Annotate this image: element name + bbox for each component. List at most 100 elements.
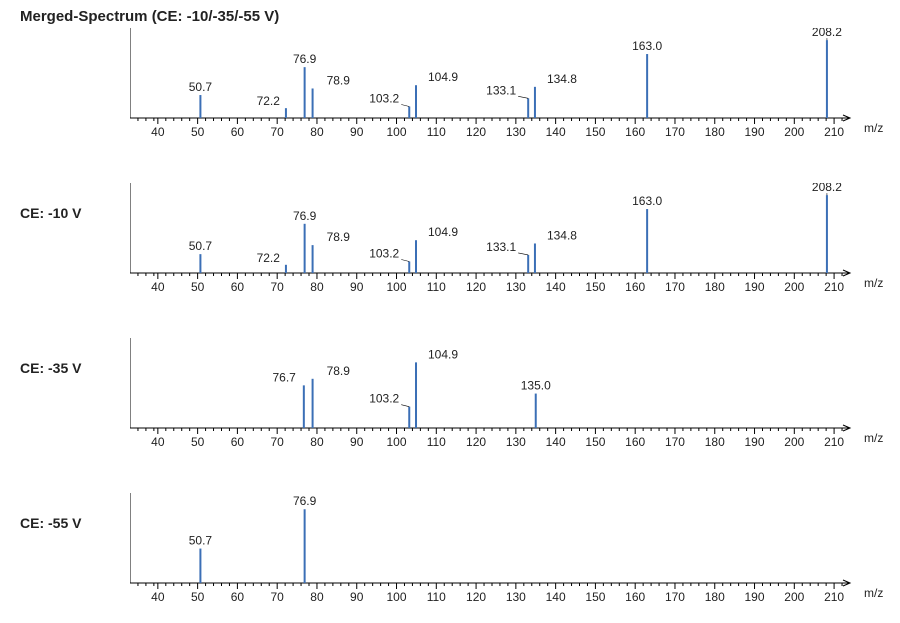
x-tick-label: 190 <box>745 435 765 449</box>
peak-label: 50.7 <box>189 239 213 253</box>
x-tick-label: 120 <box>466 280 486 294</box>
x-tick-label: 40 <box>151 590 165 604</box>
x-tick-label: 200 <box>784 435 804 449</box>
x-tick-label: 140 <box>546 125 566 139</box>
x-axis-label: m/z <box>864 586 883 600</box>
x-tick-label: 180 <box>705 125 725 139</box>
x-axis-label: m/z <box>864 121 883 135</box>
x-tick-label: 150 <box>585 590 605 604</box>
peak-label: 78.9 <box>327 73 351 87</box>
x-tick-label: 70 <box>271 435 285 449</box>
peak-label: 104.9 <box>428 347 458 361</box>
peak-label: 103.2 <box>369 92 399 106</box>
panel-title: Merged-Spectrum (CE: -10/-35/-55 V) <box>20 8 279 25</box>
x-tick-label: 70 <box>271 590 285 604</box>
x-tick-label: 170 <box>665 590 685 604</box>
spectra-page: Merged-Spectrum (CE: -10/-35/-55 V) 40 50 6… <box>0 0 900 623</box>
x-tick-label: 160 <box>625 435 645 449</box>
x-tick-label: 190 <box>745 125 765 139</box>
x-tick-label: 80 <box>310 280 324 294</box>
peak-label: 76.9 <box>293 209 317 223</box>
x-tick-label: 210 <box>824 125 844 139</box>
spectrum-plot: 4050607080901001101201301401501601701801… <box>130 183 890 303</box>
x-tick-label: 80 <box>310 435 324 449</box>
peak-label: 104.9 <box>428 70 458 84</box>
x-tick-label: 110 <box>427 280 446 294</box>
x-tick-label: 80 <box>310 590 324 604</box>
x-tick-label: 100 <box>387 280 407 294</box>
x-tick-label: 180 <box>705 280 725 294</box>
x-tick-label: 150 <box>585 435 605 449</box>
x-tick-label: 40 <box>151 280 165 294</box>
x-tick-label: 50 <box>191 280 205 294</box>
x-tick-label: 170 <box>665 280 685 294</box>
x-tick-label: 110 <box>427 435 446 449</box>
x-tick-label: 50 <box>191 435 205 449</box>
x-tick-label: 130 <box>506 590 526 604</box>
x-tick-label: 130 <box>506 280 526 294</box>
peak-label: 76.9 <box>293 52 317 66</box>
x-tick-label: 90 <box>350 125 364 139</box>
peak-label: 72.2 <box>257 251 281 265</box>
peak-label: 50.7 <box>189 534 213 548</box>
peak-label: 103.2 <box>369 392 399 406</box>
x-tick-label: 150 <box>585 125 605 139</box>
x-tick-label: 60 <box>231 125 245 139</box>
x-tick-label: 120 <box>466 435 486 449</box>
x-tick-label: 130 <box>506 435 526 449</box>
x-tick-label: 160 <box>625 125 645 139</box>
peak-label: 135.0 <box>521 379 551 393</box>
peak-label: 72.2 <box>257 94 281 108</box>
x-tick-label: 130 <box>506 125 526 139</box>
x-tick-label: 110 <box>427 125 446 139</box>
spectrum-plot: 4050607080901001101201301401501601701801… <box>130 28 890 148</box>
peak-label: 163.0 <box>632 194 662 208</box>
x-tick-label: 210 <box>824 590 844 604</box>
x-tick-label: 200 <box>784 590 804 604</box>
x-tick-label: 160 <box>625 590 645 604</box>
x-axis-label: m/z <box>864 276 883 290</box>
x-tick-label: 210 <box>824 435 844 449</box>
x-tick-label: 190 <box>745 590 765 604</box>
peak-label: 76.7 <box>272 370 296 384</box>
x-tick-label: 170 <box>665 435 685 449</box>
peak-label: 133.1 <box>486 240 516 254</box>
x-tick-label: 140 <box>546 280 566 294</box>
panel-title: CE: -35 V <box>20 360 81 376</box>
x-tick-label: 80 <box>310 125 324 139</box>
x-tick-label: 100 <box>387 435 407 449</box>
x-tick-label: 180 <box>705 590 725 604</box>
peak-label: 134.8 <box>547 72 577 86</box>
peak-label: 103.2 <box>369 247 399 261</box>
peak-label: 76.9 <box>293 494 317 508</box>
x-tick-label: 200 <box>784 280 804 294</box>
x-tick-label: 180 <box>705 435 725 449</box>
spectrum-plot: 4050607080901001101201301401501601701801… <box>130 493 890 613</box>
x-tick-label: 90 <box>350 590 364 604</box>
x-tick-label: 110 <box>427 590 446 604</box>
peak-label: 104.9 <box>428 225 458 239</box>
peak-label: 163.0 <box>632 39 662 53</box>
x-tick-label: 50 <box>191 590 205 604</box>
x-tick-label: 60 <box>231 590 245 604</box>
x-tick-label: 40 <box>151 125 165 139</box>
x-tick-label: 70 <box>271 280 285 294</box>
x-tick-label: 170 <box>665 125 685 139</box>
x-tick-label: 60 <box>231 280 245 294</box>
x-tick-label: 100 <box>387 125 407 139</box>
x-tick-label: 120 <box>466 125 486 139</box>
x-tick-label: 190 <box>745 280 765 294</box>
x-tick-label: 200 <box>784 125 804 139</box>
peak-label: 78.9 <box>327 364 351 378</box>
panel-title: CE: -55 V <box>20 515 81 531</box>
peak-label: 133.1 <box>486 83 516 97</box>
peak-label: 208.2 <box>812 28 842 39</box>
x-tick-label: 60 <box>231 435 245 449</box>
x-tick-label: 140 <box>546 435 566 449</box>
peak-label: 134.8 <box>547 228 577 242</box>
x-tick-label: 90 <box>350 435 364 449</box>
x-tick-label: 100 <box>387 590 407 604</box>
x-tick-label: 210 <box>824 280 844 294</box>
x-tick-label: 140 <box>546 590 566 604</box>
x-tick-label: 160 <box>625 280 645 294</box>
